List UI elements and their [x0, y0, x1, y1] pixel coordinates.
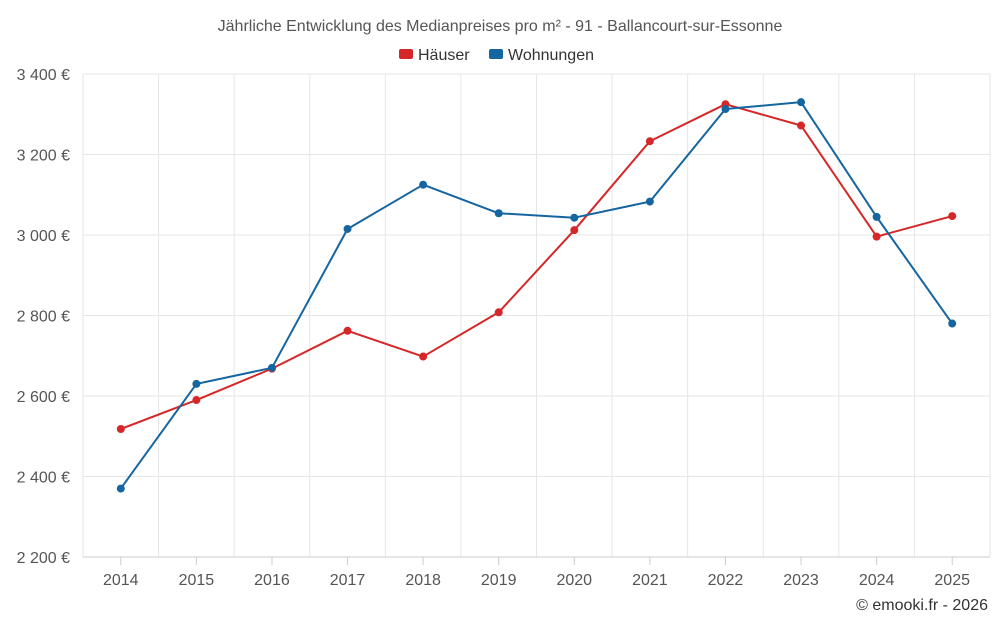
legend: Häuser Wohnungen: [399, 47, 594, 64]
data-point[interactable]: [872, 232, 881, 241]
x-axis: 2014 2015 2016 2017 2018 2019 2020 2021 2022 2023…: [103, 557, 970, 589]
legend-item[interactable]: Wohnungen: [489, 47, 594, 64]
credit-text: © emooki.fr - 2026: [856, 597, 988, 614]
data-point[interactable]: [419, 180, 428, 189]
legend-label: Häuser: [418, 47, 470, 64]
legend-label: Wohnungen: [508, 47, 594, 64]
series-line: [120, 103, 953, 430]
data-point[interactable]: [872, 212, 881, 221]
data-point[interactable]: [192, 396, 201, 405]
y-axis: 2 200 € 2 400 € 2 600 € 2 800 € 3 000 € 3 200…: [17, 67, 70, 567]
data-point[interactable]: [494, 308, 503, 317]
x-tick-label: 2017: [330, 572, 366, 589]
x-tick-label: 2015: [179, 572, 215, 589]
data-point[interactable]: [343, 326, 352, 335]
chart-title: Jährliche Entwicklung des Medianpreises …: [218, 18, 783, 35]
x-tick-label: 2018: [405, 572, 441, 589]
data-point[interactable]: [192, 379, 201, 388]
data-point[interactable]: [948, 319, 957, 328]
data-point[interactable]: [494, 209, 503, 218]
legend-item[interactable]: Häuser: [399, 47, 470, 64]
data-point[interactable]: [116, 484, 125, 493]
y-tick-label: 3 000 €: [17, 228, 70, 245]
data-point[interactable]: [419, 352, 428, 361]
data-point[interactable]: [721, 105, 730, 114]
grid: [82, 73, 991, 558]
data-point[interactable]: [570, 213, 579, 222]
x-tick-label: 2019: [481, 572, 517, 589]
x-tick-label: 2024: [859, 572, 895, 589]
data-point[interactable]: [116, 425, 125, 434]
series-group: [116, 98, 957, 493]
data-point[interactable]: [267, 363, 276, 372]
x-tick-label: 2016: [254, 572, 290, 589]
data-point[interactable]: [570, 226, 579, 235]
data-point[interactable]: [343, 224, 352, 233]
y-tick-label: 2 400 €: [17, 470, 70, 487]
data-point[interactable]: [797, 121, 806, 130]
y-tick-label: 2 200 €: [17, 550, 70, 567]
legend-swatch: [489, 49, 503, 59]
y-tick-label: 2 600 €: [17, 389, 70, 406]
x-tick-label: 2022: [708, 572, 744, 589]
data-point[interactable]: [645, 197, 654, 206]
y-tick-label: 3 400 €: [17, 67, 70, 84]
data-point[interactable]: [797, 98, 806, 107]
y-tick-label: 2 800 €: [17, 309, 70, 326]
legend-swatch: [399, 49, 413, 59]
data-point[interactable]: [645, 137, 654, 146]
y-tick-label: 3 200 €: [17, 148, 70, 165]
series-line: [119, 101, 954, 490]
x-tick-label: 2014: [103, 572, 139, 589]
data-point[interactable]: [948, 212, 957, 221]
series-apartments: [116, 98, 957, 493]
x-tick-label: 2025: [934, 572, 970, 589]
x-tick-label: 2020: [556, 572, 592, 589]
x-tick-label: 2023: [783, 572, 819, 589]
x-tick-label: 2021: [632, 572, 668, 589]
